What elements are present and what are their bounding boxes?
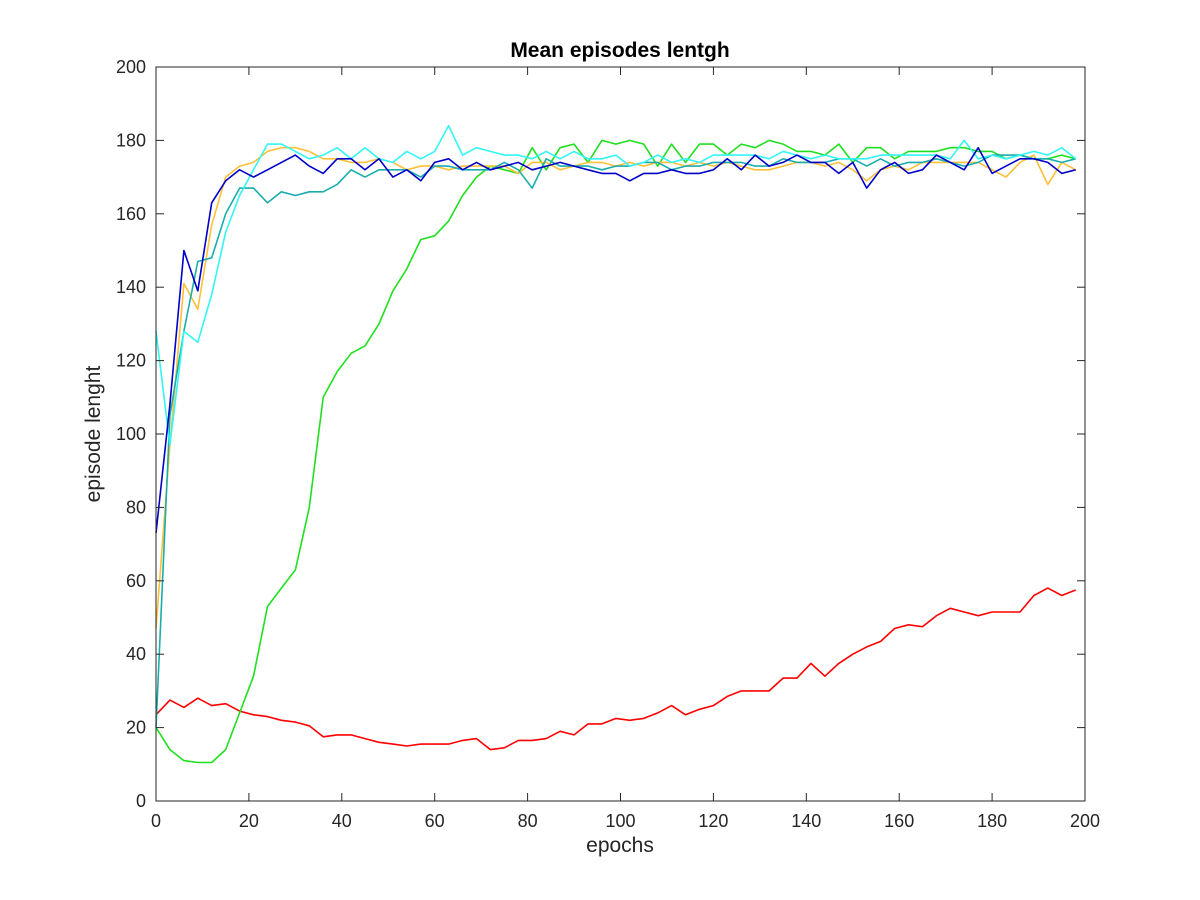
plot-area (156, 67, 1085, 801)
x-tick-label: 20 (239, 811, 259, 831)
x-axis-label: epochs (586, 834, 654, 857)
y-tick-label: 80 (126, 497, 146, 517)
x-tick-label: 120 (698, 811, 728, 831)
y-tick-label: 200 (116, 57, 146, 77)
y-tick-label: 180 (116, 130, 146, 150)
y-tick-label: 20 (126, 718, 146, 738)
series-line-2 (155, 139, 1076, 764)
y-tick-label: 60 (126, 571, 146, 591)
x-tick-label: 60 (425, 811, 445, 831)
x-tick-label: 0 (151, 811, 161, 831)
x-tick-label: 40 (332, 811, 352, 831)
y-tick-label: 0 (136, 791, 146, 811)
y-tick-label: 100 (116, 424, 146, 444)
x-tick-label: 200 (1070, 811, 1100, 831)
y-axis-label: episode lenght (82, 366, 105, 503)
chart-title: Mean episodes lentgh (510, 39, 729, 62)
y-tick-label: 40 (126, 644, 146, 664)
series-line-1 (155, 587, 1076, 751)
series-layer (155, 124, 1077, 764)
x-tick-label: 80 (518, 811, 538, 831)
series-line-4 (155, 154, 1076, 728)
axes (155, 66, 1086, 802)
tick-labels: 0 20 40 60 80 100 120 140 160 180 200 0 20 40 60 80 100 1… (116, 57, 1100, 831)
x-tick-label: 140 (791, 811, 821, 831)
x-tick-label: 160 (884, 811, 914, 831)
series-line-6 (155, 146, 1076, 534)
y-tick-label: 140 (116, 277, 146, 297)
x-tick-label: 100 (605, 811, 635, 831)
y-tick-label: 160 (116, 204, 146, 224)
y-tick-label: 120 (116, 351, 146, 371)
x-tick-label: 180 (977, 811, 1007, 831)
series-line-5 (155, 124, 1077, 446)
